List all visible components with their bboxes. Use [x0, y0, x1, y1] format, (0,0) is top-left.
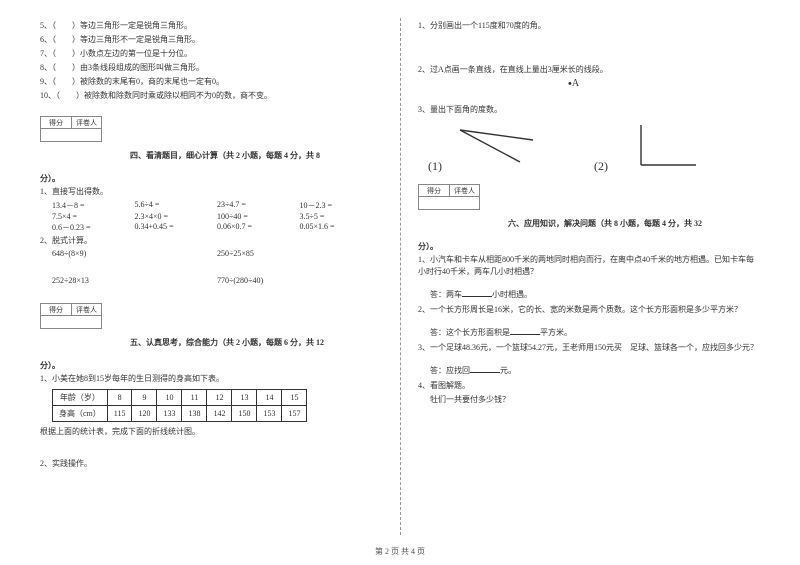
calc-cell: 0.06×0.7 = [217, 222, 300, 233]
td: 157 [282, 406, 307, 422]
score-box: 得分评卷人 [418, 184, 480, 210]
a2-pre: 答：这个长方形面积是 [430, 328, 510, 337]
tf-item: 9、（ ）被除数的末尾有0，商的末尾也一定有0。 [40, 76, 382, 88]
fen-close: 分）。 [418, 241, 760, 252]
page-footer: 第 2 页 共 4 页 [0, 546, 800, 557]
th: 11 [182, 390, 207, 406]
td: 115 [107, 406, 132, 422]
td: 150 [232, 406, 257, 422]
th: 10 [157, 390, 182, 406]
fen-close: 分）。 [40, 173, 382, 184]
a2-post: 平方米。 [540, 328, 572, 337]
p2: 2、一个长方形周长是16米，它的长、宽的米数是两个质数。这个长方形面积是多少平方… [418, 304, 760, 316]
td: 身高（cm） [53, 406, 108, 422]
vert-cell: 648÷(8×9) [52, 249, 217, 258]
th: 13 [232, 390, 257, 406]
th: 14 [257, 390, 282, 406]
calc-cell: 10－2.3 = [300, 200, 383, 211]
td: 133 [157, 406, 182, 422]
a1-post: 小时相遇。 [492, 290, 532, 299]
a1-pre: 答：两车 [430, 290, 462, 299]
calc-cell: 0.05×1.6 = [300, 222, 383, 233]
calc-cell: 3.5÷5 = [300, 212, 383, 221]
p3: 3、一个足球48.36元，一个篮球54.27元，王老师用150元买 足球、篮球各… [418, 342, 760, 354]
blank [470, 364, 500, 373]
section-4-title: 四、看清题目，细心计算（共 2 小题，每题 4 分，共 8 [130, 150, 320, 161]
score-label: 得分 [419, 185, 449, 197]
q5-2: 2、实践操作。 [40, 458, 382, 470]
angle-2-figure [611, 120, 701, 170]
th: 年龄（岁） [53, 390, 108, 406]
angle-2-label: (2) [594, 159, 608, 173]
vert-row: 648÷(8×9) 250÷25×85 [52, 249, 382, 258]
calc-row: 0.6－0.23 = 0.34+0.45 = 0.06×0.7 = 0.05×1… [52, 222, 382, 233]
a3: 答：应找回 元。 [430, 364, 760, 376]
a1: 答：两车 小时相遇。 [430, 288, 760, 300]
td: 120 [132, 406, 157, 422]
q5-1b: 根据上面的统计表，完成下面的折线统计图。 [40, 426, 382, 438]
tf-item: 5、（ ）等边三角形一定是锐角三角形。 [40, 20, 382, 32]
calc-cell: 23÷4.7 = [217, 200, 300, 211]
th: 8 [107, 390, 132, 406]
fen-close: 分）。 [40, 360, 382, 371]
grader-label: 评卷人 [71, 117, 101, 129]
vert-cell: 770÷(280÷40) [217, 276, 382, 285]
th: 9 [132, 390, 157, 406]
r2: 2、过A点画一条直线，在直线上量出3厘米长的线段。 [418, 64, 760, 76]
calc-cell: 2.3×4×0 = [135, 212, 218, 221]
tf-item: 10、（ ）被除数和除数同时乘或除以相同不为0的数，商不变。 [40, 90, 382, 102]
th: 12 [207, 390, 232, 406]
calc-cell: 5.6÷4 = [135, 200, 218, 211]
angle-1-figure [445, 120, 535, 170]
q2-label: 2、脱式计算。 [40, 235, 382, 247]
r1: 1、分别画出一个115度和70度的角。 [418, 20, 760, 32]
p4b: 牡们一共要付多少钱？ [430, 394, 760, 406]
q1-label: 1、直接写出得数。 [40, 186, 382, 198]
blank [462, 288, 492, 297]
blank [510, 326, 540, 335]
td: 138 [182, 406, 207, 422]
grader-label: 评卷人 [71, 304, 101, 316]
td: 142 [207, 406, 232, 422]
vert-cell: 252÷28×13 [52, 276, 217, 285]
q5-1: 1、小美在她8到15岁每年的生日测得的身高如下表。 [40, 373, 382, 385]
score-box: 得分评卷人 [40, 303, 102, 329]
angle-1-label: (1) [428, 159, 442, 173]
column-divider [400, 18, 401, 535]
td: 153 [257, 406, 282, 422]
score-label: 得分 [41, 117, 71, 129]
a3-pre: 答：应找回 [430, 366, 470, 375]
calc-cell: 7.5×4 = [52, 212, 135, 221]
vert-cell: 250÷25×85 [217, 249, 382, 258]
p4a: 4、看图解题。 [418, 380, 760, 392]
score-box: 得分评卷人 [40, 116, 102, 142]
calc-cell: 0.34+0.45 = [135, 222, 218, 233]
point-a: •A [568, 78, 760, 102]
calc-row: 7.5×4 = 2.3×4×0 = 100÷40 = 3.5÷5 = [52, 212, 382, 221]
height-table: 年龄（岁） 8 9 10 11 12 13 14 15 身高（cm） 115 1… [52, 389, 307, 422]
tf-item: 8、（ ）由3条线段组成的图形叫做三角形。 [40, 62, 382, 74]
score-label: 得分 [41, 304, 71, 316]
section-5-title: 五、认真思考，综合能力（共 2 小题，每题 6 分，共 12 [130, 337, 324, 348]
r3: 3、量出下面角的度数。 [418, 104, 760, 116]
grader-label: 评卷人 [449, 185, 479, 197]
section-6-title: 六、应用知识，解决问题（共 8 小题，每题 4 分，共 32 [508, 218, 702, 229]
point-a-label: A [572, 78, 579, 89]
calc-cell: 13.4－8 = [52, 200, 135, 211]
vert-row: 252÷28×13 770÷(280÷40) [52, 276, 382, 285]
tf-item: 6、（ ）等边三角形不一定是锐角三角形。 [40, 34, 382, 46]
a2: 答：这个长方形面积是 平方米。 [430, 326, 760, 338]
th: 15 [282, 390, 307, 406]
a3-post: 元。 [500, 366, 516, 375]
calc-row: 13.4－8 = 5.6÷4 = 23÷4.7 = 10－2.3 = [52, 200, 382, 211]
calc-cell: 100÷40 = [217, 212, 300, 221]
p1: 1、小汽车和卡车从相距800千米的两地同时相向而行，在离中点40千米的地方相遇。… [418, 254, 760, 278]
calc-cell: 0.6－0.23 = [52, 222, 135, 233]
tf-item: 7、（ ）小数点左边的第一位是十分位。 [40, 48, 382, 60]
